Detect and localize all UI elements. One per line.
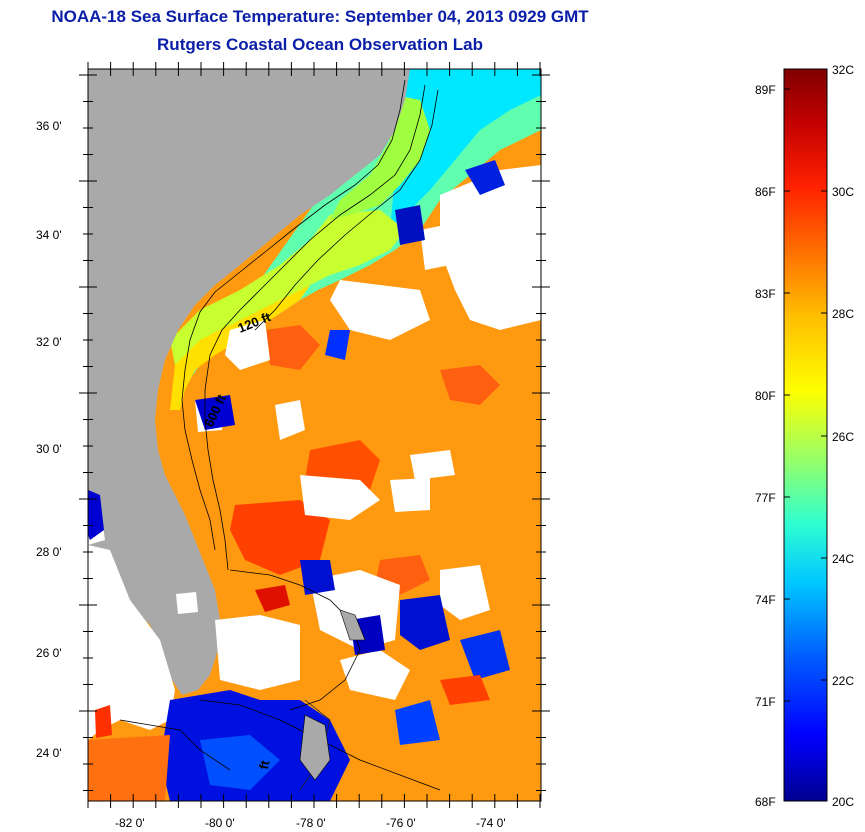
- colorbar-f-label-71: 71F: [755, 695, 776, 709]
- colorbar-c-label-22: 22C: [832, 674, 854, 688]
- colorbar-f-label-86: 86F: [755, 185, 776, 199]
- map-ticks: [79, 62, 550, 808]
- lat-label-26: 26 0': [36, 646, 62, 660]
- map-title: NOAA-18 Sea Surface Temperature: Septemb…: [51, 7, 589, 26]
- contour-label-ft: ft: [256, 759, 272, 771]
- lon-label-74: -74 0': [476, 816, 506, 830]
- lon-label-80: -80 0': [205, 816, 235, 830]
- colorbar-f-label-77: 77F: [755, 491, 776, 505]
- lat-label-32: 32 0': [36, 335, 62, 349]
- lon-label-78: -78 0': [296, 816, 326, 830]
- colorbar-c-label-26: 26C: [832, 430, 854, 444]
- colorbar-f-label-80: 80F: [755, 389, 776, 403]
- colorbar-c-label-20: 20C: [832, 795, 854, 809]
- sst-field: 120 ft 600 ft ft: [88, 69, 541, 801]
- colorbar-f-label-89: 89F: [755, 83, 776, 97]
- map-subtitle: Rutgers Coastal Ocean Observation Lab: [157, 35, 483, 54]
- colorbar-ticks: [784, 88, 827, 702]
- colorbar-f-label-74: 74F: [755, 593, 776, 607]
- lat-label-30: 30 0': [36, 442, 62, 456]
- lat-label-34: 34 0': [36, 228, 62, 242]
- colorbar-f-label-68: 68F: [755, 795, 776, 809]
- lat-label-36: 36 0': [36, 119, 62, 133]
- colorbar-f-label-83: 83F: [755, 287, 776, 301]
- colorbar-c-label-24: 24C: [832, 552, 854, 566]
- lon-label-82: -82 0': [115, 816, 145, 830]
- lat-label-28: 28 0': [36, 545, 62, 559]
- lat-label-24: 24 0': [36, 746, 62, 760]
- colorbar-c-label-28: 28C: [832, 307, 854, 321]
- lon-label-76: -76 0': [386, 816, 416, 830]
- colorbar-c-label-30: 30C: [832, 185, 854, 199]
- colorbar-c-label-32: 32C: [832, 63, 854, 77]
- colorbar: [783, 68, 828, 802]
